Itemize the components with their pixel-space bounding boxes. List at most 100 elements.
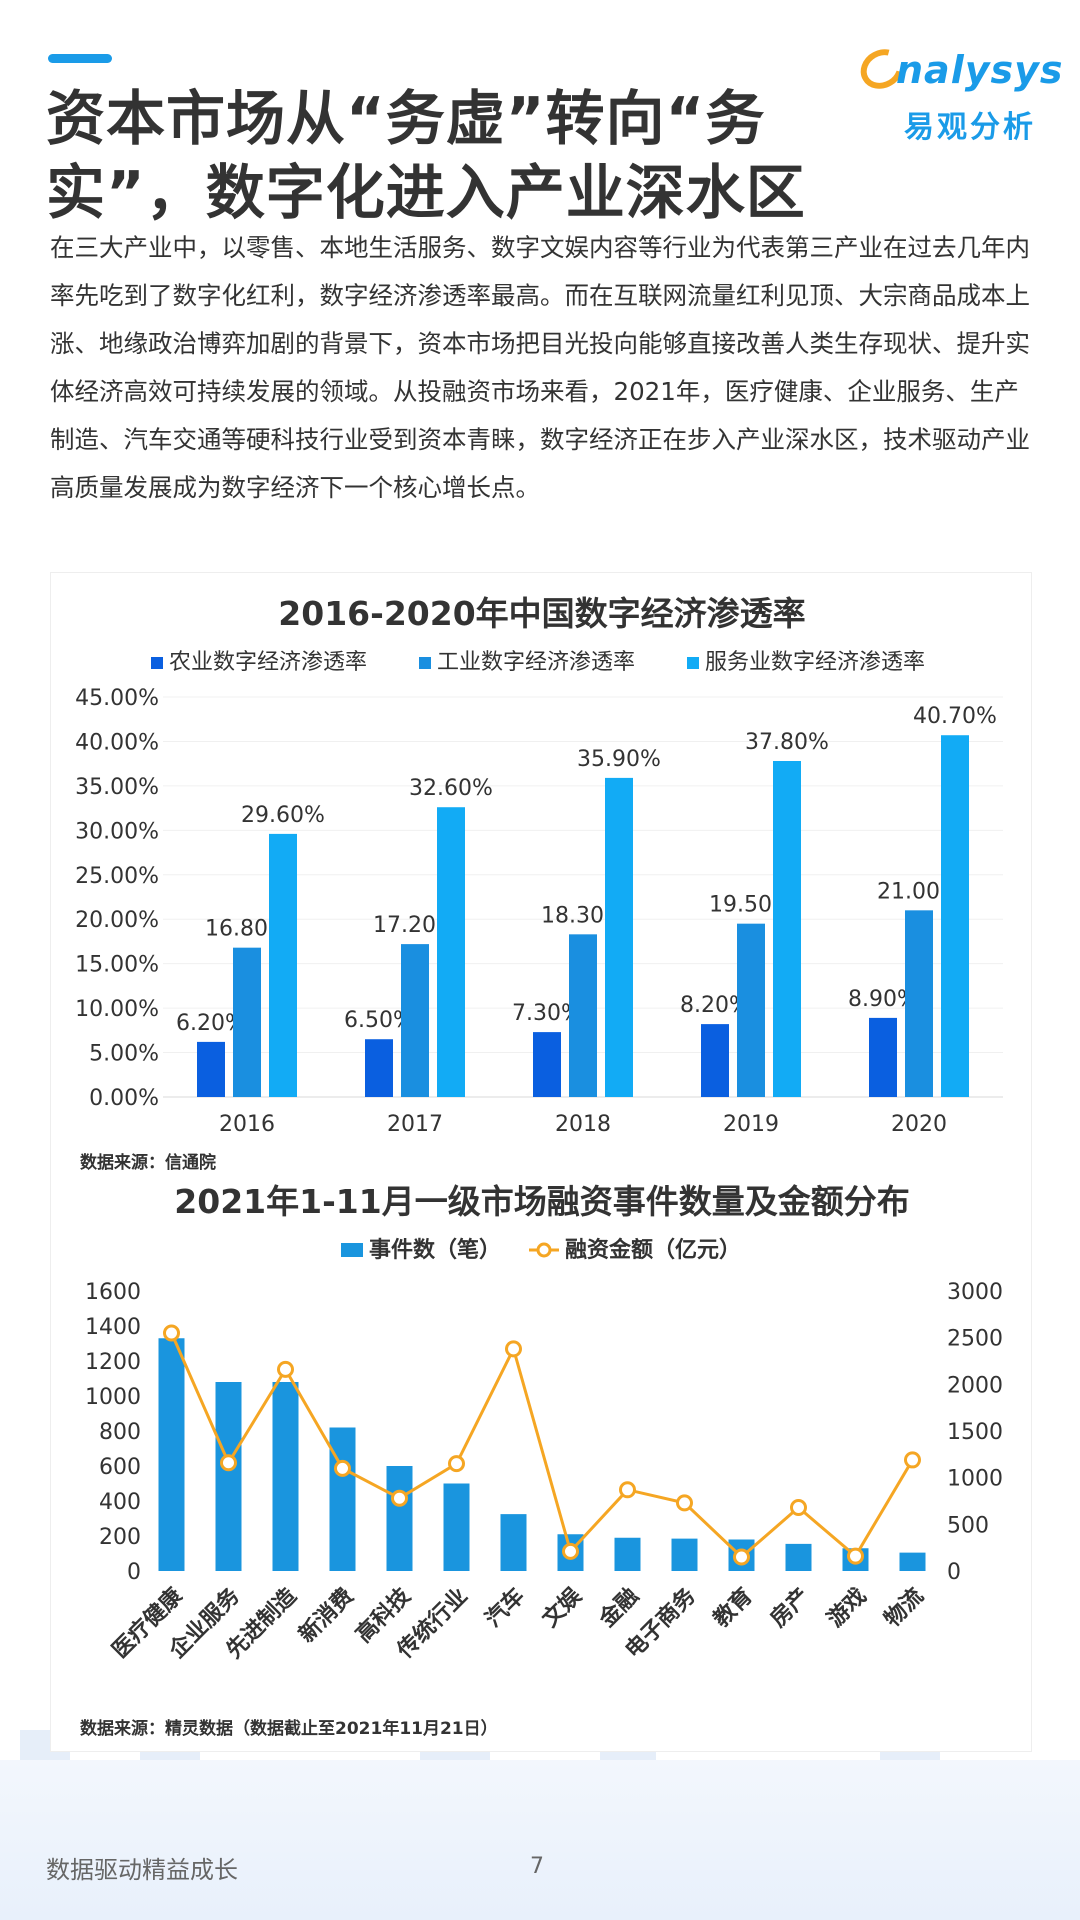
chart2-legend-label: 融资金额（亿元） (565, 1237, 741, 1263)
chart1-y-tick: 20.00% (75, 908, 159, 933)
chart2-x-tick: 房产 (765, 1583, 815, 1633)
chart1-bar (197, 1041, 225, 1097)
chart2-y-right-tick: 2000 (947, 1373, 1003, 1398)
chart1-x-tick: 2019 (723, 1112, 779, 1137)
chart2-y-left-tick: 0 (127, 1560, 141, 1585)
chart2-y-right-tick: 1000 (947, 1467, 1003, 1492)
chart1-bar (941, 735, 969, 1097)
analysys-logo: nalysys 易观分析 (853, 41, 1063, 145)
chart1-bar (605, 777, 633, 1097)
footer-band (0, 1760, 1080, 1920)
page-title: 资本市场从“务虚”转向“务 实”，数字化进入产业深水区 (46, 82, 846, 230)
chart1-bar (569, 934, 597, 1097)
chart2-line-point (733, 1548, 750, 1566)
chart2-line-point (391, 1489, 408, 1507)
chart2-y-right-tick: 1500 (947, 1420, 1003, 1445)
chart2-x-tick: 新消费 (294, 1583, 359, 1648)
chart2-bar (386, 1466, 413, 1571)
chart2-y-left-tick: 1600 (85, 1280, 141, 1305)
chart1-legend-label: 农业数字经济渗透率 (169, 650, 367, 675)
chart2-amount-line (170, 1332, 914, 1560)
chart1-title: 2016-2020年中国数字经济渗透率 (278, 594, 805, 633)
chart2-line-point (562, 1542, 579, 1560)
chart1-bar (773, 761, 801, 1097)
chart1-bar (869, 1017, 897, 1097)
chart2-y-right-tick: 3000 (947, 1280, 1003, 1305)
chart2-bar (158, 1338, 185, 1571)
chart2-line-point (334, 1459, 351, 1477)
chart1-y-tick: 0.00% (89, 1086, 159, 1111)
chart1-y-tick: 25.00% (75, 864, 159, 889)
chart2-line-point (790, 1499, 807, 1517)
chart1-x-tick: 2020 (891, 1112, 947, 1137)
charts-card: 2016-2020年中国数字经济渗透率 农业数字经济渗透率 工业数字经济渗透率 服务业… (50, 572, 1032, 1752)
chart1-data-label: 35.90% (577, 747, 661, 772)
footer-slogan: 数据驱动精益成长 (46, 1856, 238, 1884)
chart2-line-point (220, 1454, 237, 1472)
chart1-legend-swatch (151, 657, 163, 669)
chart2-x-tick: 游戏 (822, 1583, 872, 1633)
chart1-data-label: 32.60% (409, 776, 493, 801)
page-title-line1: 资本市场从“务虚”转向“务 (46, 84, 766, 153)
chart2-line-point (277, 1360, 294, 1378)
chart2-x-tick: 教育 (708, 1583, 758, 1633)
chart1-y-tick: 35.00% (75, 775, 159, 800)
chart1-bar (905, 910, 933, 1097)
chart2-line-point (676, 1494, 693, 1512)
chart2-x-tick: 汽车 (480, 1583, 530, 1633)
chart1-y-tick: 10.00% (75, 997, 159, 1022)
chart1-bar (437, 807, 465, 1097)
chart1-bar (533, 1032, 561, 1097)
chart2-legend-marker (536, 1242, 552, 1258)
chart2-line-point (847, 1547, 864, 1565)
chart2-y-left-tick: 1000 (85, 1385, 141, 1410)
chart2-y-left-tick: 1200 (85, 1350, 141, 1375)
chart2-y-left-tick: 600 (99, 1455, 141, 1480)
chart2-bar (215, 1382, 242, 1571)
intro-paragraph: 在三大产业中，以零售、本地生活服务、数字文娱内容等行业为代表第三产业在过去几年内… (50, 233, 1030, 502)
chart1-data-label: 40.70% (913, 704, 997, 729)
chart2-bar (785, 1543, 812, 1571)
chart2-bar (500, 1514, 527, 1571)
chart2-bar (272, 1382, 299, 1571)
chart2-source: 数据来源：精灵数据（数据截止至2021年11月21日） (80, 1719, 498, 1739)
logo-cn: 易观分析 (904, 110, 1036, 145)
chart1-x-tick: 2018 (555, 1112, 611, 1137)
chart2-line-point (448, 1455, 465, 1473)
chart2-x-tick: 物流 (879, 1583, 929, 1633)
chart2-y-left-tick: 200 (99, 1525, 141, 1550)
chart2-y-right-tick: 500 (947, 1513, 989, 1538)
chart2-x-tick: 金融 (594, 1583, 644, 1633)
chart2-line-point (505, 1340, 522, 1358)
chart1-legend-swatch (419, 657, 431, 669)
chart1-bar (233, 947, 261, 1097)
chart2-x-tick: 文娱 (537, 1582, 587, 1632)
chart1-y-tick: 30.00% (75, 819, 159, 844)
chart2-line-point (163, 1324, 180, 1342)
chart1-bar (737, 923, 765, 1097)
chart1-bar (365, 1039, 393, 1097)
chart1-x-tick: 2016 (219, 1112, 275, 1137)
chart2-y-left-tick: 1400 (85, 1315, 141, 1340)
chart1-data-label: 29.60% (241, 803, 325, 828)
chart2-title: 2021年1-11月一级市场融资事件数量及金额分布 (174, 1182, 909, 1221)
chart1-y-tick: 40.00% (75, 730, 159, 755)
chart2-legend-label: 事件数（笔） (369, 1237, 501, 1263)
chart1-data-label: 37.80% (745, 730, 829, 755)
chart2-line-point (619, 1481, 636, 1499)
chart1-bar (269, 833, 297, 1097)
chart2-y-left-tick: 400 (99, 1490, 141, 1515)
chart1-legend-label: 服务业数字经济渗透率 (705, 650, 925, 675)
chart2-bar (443, 1483, 470, 1571)
chart1-x-tick: 2017 (387, 1112, 443, 1137)
chart2-y-right-tick: 2500 (947, 1327, 1003, 1352)
chart1-bar (701, 1024, 729, 1097)
logo-en: nalysys (896, 48, 1064, 92)
chart2-bar (899, 1552, 926, 1571)
chart2-bar (614, 1537, 641, 1571)
chart2-y-left-tick: 800 (99, 1420, 141, 1445)
chart2-bar (671, 1538, 698, 1571)
chart1-y-tick: 45.00% (75, 686, 159, 711)
title-accent-bar (48, 54, 112, 63)
